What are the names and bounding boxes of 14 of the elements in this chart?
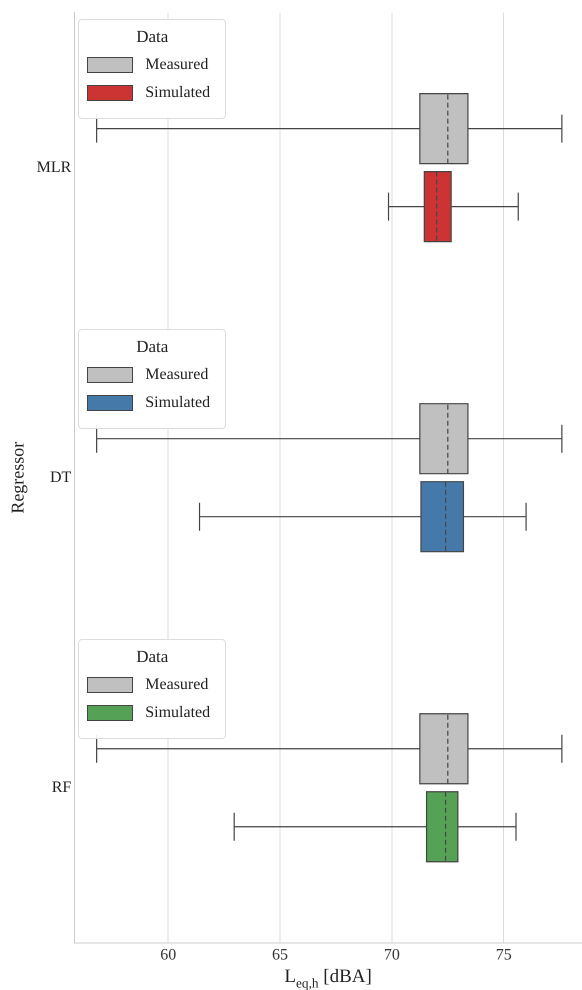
y-tick-label: RF [52,778,72,796]
legend-box: Data Measured Simulated [78,638,226,739]
x-tick-label: 65 [272,946,288,964]
x-tick-label: 60 [160,946,176,964]
x-tick-label: 75 [496,946,512,964]
legend-box: Data Measured Simulated [78,328,226,429]
legend-label: Measured [145,366,208,384]
legend-box: Data Measured Simulated [78,18,226,119]
y-tick-label: MLR [36,158,72,176]
legend-label: Simulated [145,394,210,412]
legend-title: Data [135,26,170,47]
y-axis-title: Regressor [8,442,28,514]
x-tick-label: 70 [384,946,400,964]
y-tick-label: DT [50,468,72,486]
